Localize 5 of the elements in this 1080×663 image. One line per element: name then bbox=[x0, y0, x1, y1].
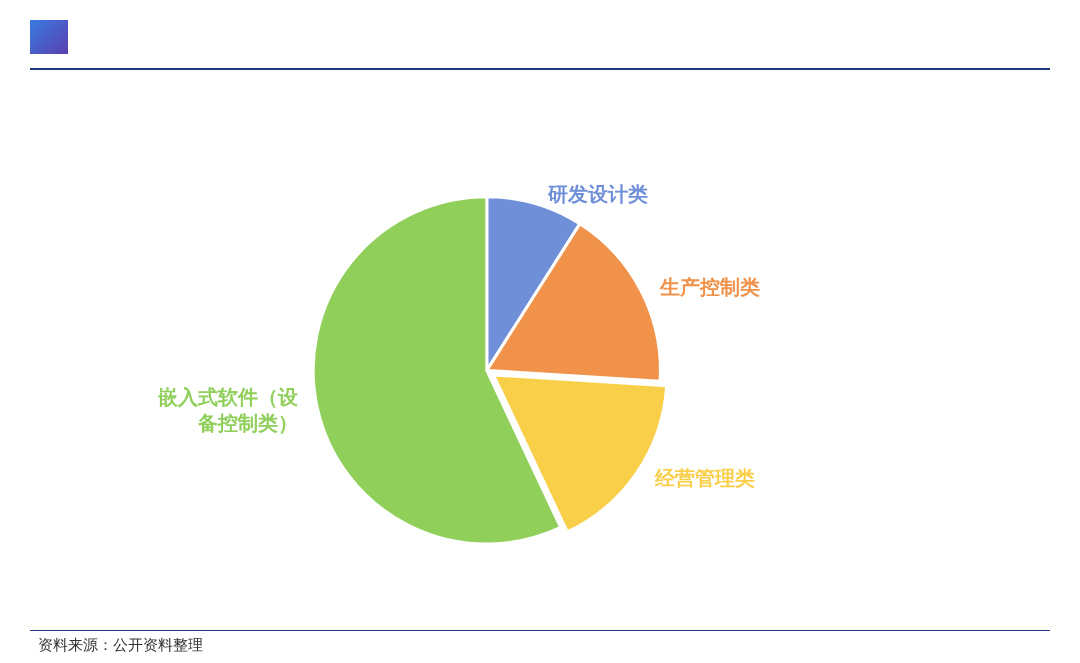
text: 资料来源：公开资料整理 bbox=[38, 636, 203, 655]
slice-label: 研发设计类 bbox=[547, 182, 649, 207]
slice-label: 生产控制类 bbox=[659, 275, 761, 300]
slice-label: 经营管理类 bbox=[654, 466, 756, 491]
slice-label: 嵌入式软件（设备控制类） bbox=[156, 385, 299, 436]
